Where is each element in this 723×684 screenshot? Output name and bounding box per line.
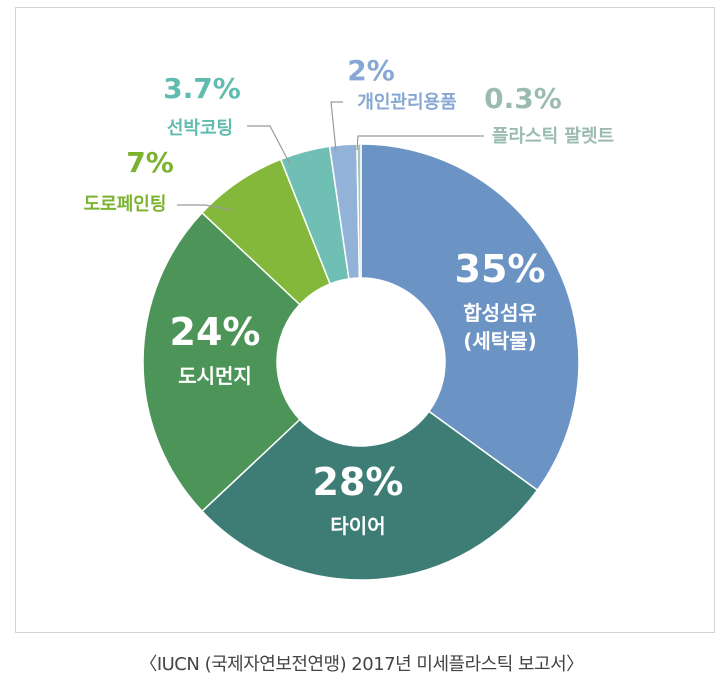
- slice-pct-6: 0.3%: [484, 82, 562, 115]
- slice-6: [356, 143, 362, 279]
- slice-label-group-0: 35% 합성섬유 (세탁물): [455, 247, 546, 353]
- slice-pct-1: 28%: [313, 460, 404, 504]
- slice-0: [360, 143, 580, 492]
- slice-callout-3: 7% 도로페인팅: [84, 146, 233, 215]
- slice-label-5: 개인관리용품: [357, 92, 456, 113]
- slice-label-group-1: 28% 타이어: [313, 460, 404, 538]
- slice-pct-4: 3.7%: [163, 72, 241, 105]
- slice-label-3: 도로페인팅: [84, 194, 167, 215]
- slice-label-1: 타이어: [330, 514, 385, 538]
- slice-pct-0: 35%: [455, 247, 546, 291]
- leader-line-6: [356, 135, 484, 151]
- slice-2: [142, 211, 301, 513]
- donut-chart: 35% 합성섬유 (세탁물) 28% 타이어 24% 도시먼지 7% 도로페인팅 3.7% 선박코팅…: [84, 54, 614, 581]
- slice-callout-4: 3.7% 선박코팅: [163, 72, 291, 165]
- leader-line-4: [247, 125, 291, 165]
- slice-pct-2: 24%: [170, 310, 261, 354]
- slice-label-0: 합성섬유: [463, 301, 537, 325]
- slice-1: [201, 410, 539, 581]
- slice-label-4: 선박코팅: [167, 118, 233, 139]
- leader-line-5: [330, 101, 343, 152]
- slice-label-2: 도시먼지: [178, 364, 252, 388]
- leader-line-3: [177, 204, 233, 211]
- slice-callout-5: 2% 개인관리용품: [330, 54, 457, 152]
- slice-label-6: 플라스틱 팔렛트: [492, 126, 614, 147]
- slice-pct-5: 2%: [347, 54, 395, 87]
- slice-label2-0: (세탁물): [463, 329, 536, 353]
- source-caption: 〈IUCN (국제자연보전연맹) 2017년 미세플라스틱 보고서〉: [139, 654, 584, 675]
- slice-label-group-2: 24% 도시먼지: [170, 310, 261, 388]
- slice-pct-3: 7%: [126, 146, 174, 179]
- slice-callout-6: 0.3% 플라스틱 팔렛트: [356, 82, 614, 151]
